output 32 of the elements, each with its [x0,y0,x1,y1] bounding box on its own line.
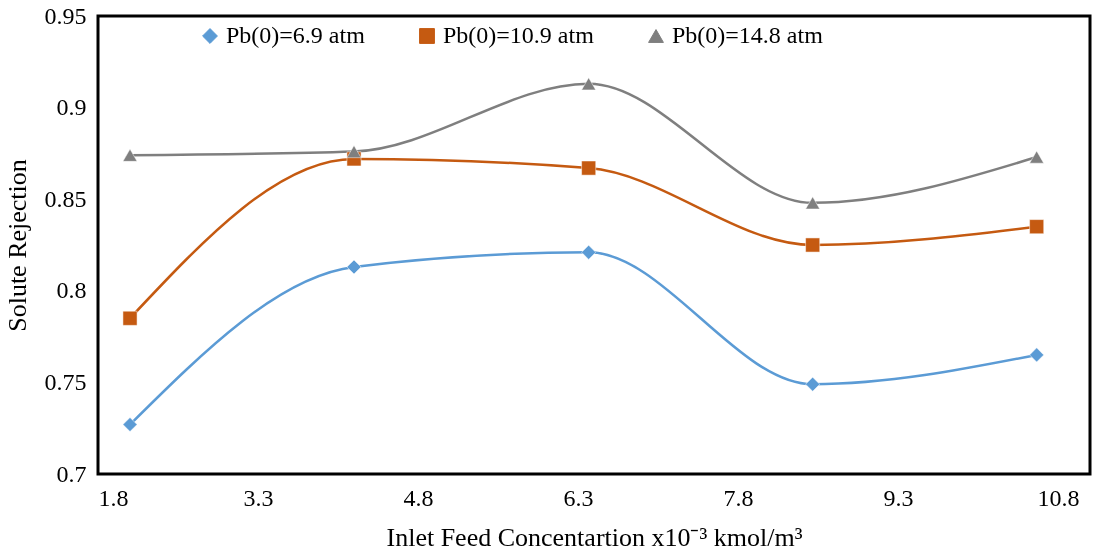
point [346,259,362,275]
y-tick-label: 0.7 [56,460,87,487]
y-tick-label: 0.9 [56,94,87,121]
point [1029,150,1044,164]
y-tick-label: 0.95 [44,2,87,29]
x-axis-title: Inlet Feed Concentartion x10⁻³ kmol/m³ [386,522,803,552]
point [805,376,820,392]
x-tick-label: 7.8 [723,484,754,511]
y-axis-title: Solute Rejection [2,159,32,332]
legend-label: Pb(0)=10.9 atm [443,22,595,48]
legend-label: Pb(0)=6.9 atm [226,22,366,48]
point [122,148,138,162]
point [122,310,138,326]
point [346,145,362,158]
y-tick-label: 0.8 [56,277,87,304]
point [1029,219,1044,234]
legend-label: Pb(0)=14.8 atm [672,22,824,48]
x-tick-label: 10.8 [1037,484,1080,511]
x-tick-label: 9.3 [883,484,914,511]
point [1029,347,1044,363]
point [122,417,138,432]
point [581,77,596,91]
x-tick-label: 3.3 [243,484,274,511]
y-tick-label: 0.85 [44,185,87,212]
point [805,196,820,210]
x-tick-label: 6.3 [563,484,594,511]
x-tick-label: 4.8 [403,484,434,511]
y-tick-label: 0.75 [44,368,87,395]
point [805,237,820,253]
point [581,245,596,260]
x-tick-label: 1.8 [98,484,129,511]
point [581,160,596,176]
